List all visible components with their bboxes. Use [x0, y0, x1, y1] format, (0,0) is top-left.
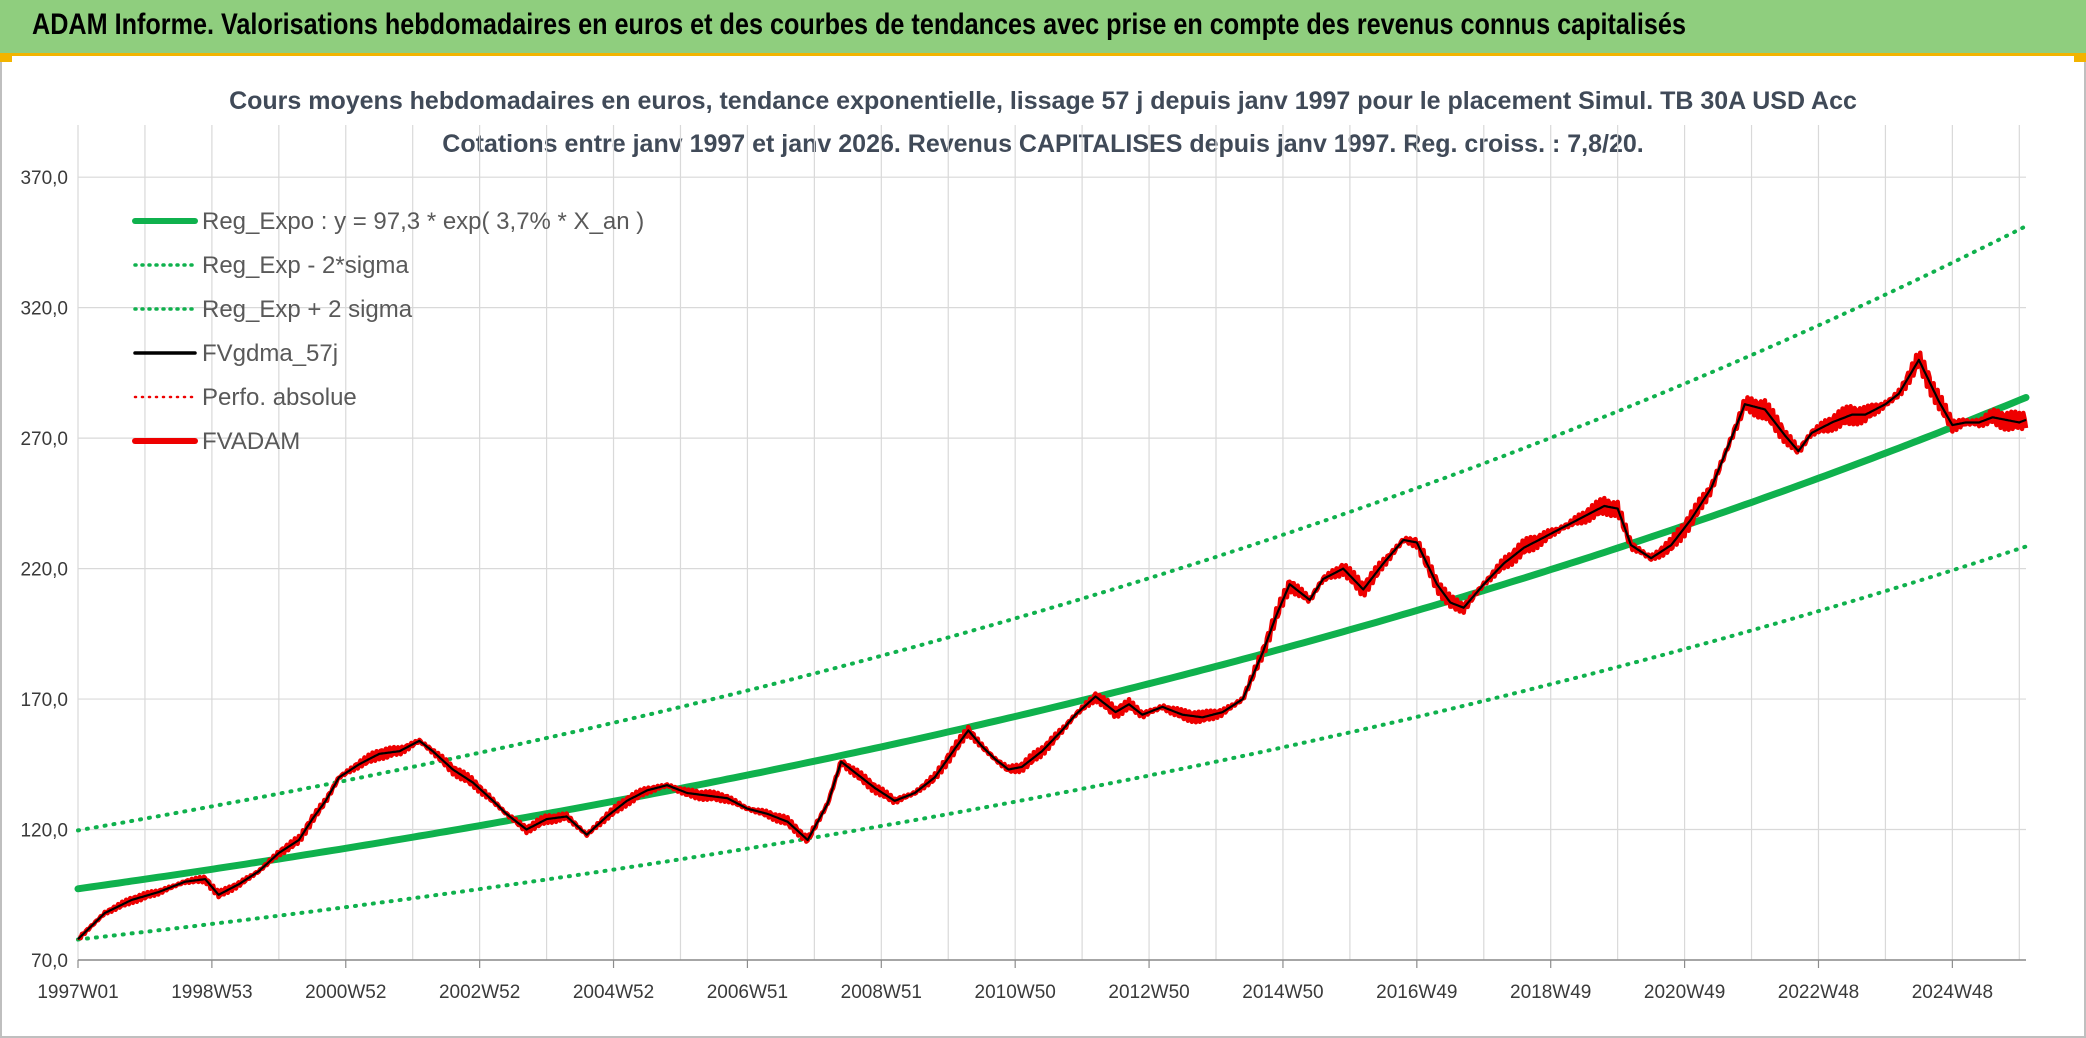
chart-title-line-1: Cours moyens hebdomadaires en euros, ten… — [229, 87, 1857, 115]
report-banner: ADAM Informe. Valorisations hebdomadaire… — [0, 0, 2086, 56]
chart-title-line-2: Cotations entre janv 1997 et janv 2026. … — [442, 130, 1643, 158]
x-tick-label: 2020W49 — [1644, 982, 1725, 1003]
x-tick-label: 1997W01 — [37, 982, 118, 1003]
legend-label-0: Reg_Expo : y = 97,3 * exp( 3,7% * X_an ) — [202, 208, 644, 235]
corner-accent-right — [2074, 56, 2086, 62]
corner-accent-left — [0, 56, 12, 62]
report-title: ADAM Informe. Valorisations hebdomadaire… — [32, 8, 1686, 41]
y-tick-label: 70,0 — [31, 951, 68, 972]
series-reg-plus-2sigma — [76, 224, 2028, 833]
legend-label-5: FVADAM — [202, 428, 300, 455]
x-tick-label: 2006W51 — [707, 982, 788, 1003]
legend-label-3: FVgdma_57j — [202, 340, 338, 367]
legend-label-4: Perfo. absolue — [202, 384, 357, 411]
x-tick-label: 2022W48 — [1778, 982, 1859, 1003]
y-tick-label: 170,0 — [20, 690, 68, 711]
x-tick-label: 2008W51 — [841, 982, 922, 1003]
x-tick-label: 2004W52 — [573, 982, 654, 1003]
series-reg-expo — [74, 394, 2030, 893]
y-tick-label: 320,0 — [20, 299, 68, 320]
x-tick-label: 2010W50 — [975, 982, 1056, 1003]
series-fvgdma-57j — [77, 358, 2027, 940]
x-tick-label: 2018W49 — [1510, 982, 1591, 1003]
series-fvadam — [77, 350, 2029, 941]
x-tick-label: 2000W52 — [305, 982, 386, 1003]
x-tick-label: 2016W49 — [1376, 982, 1457, 1003]
x-tick-label: 2024W48 — [1912, 982, 1993, 1003]
legend-label-2: Reg_Exp + 2 sigma — [202, 296, 413, 323]
legend-label-1: Reg_Exp - 2*sigma — [202, 252, 409, 279]
y-tick-label: 370,0 — [20, 168, 68, 189]
y-tick-label: 220,0 — [20, 560, 68, 581]
x-tick-label: 2014W50 — [1242, 982, 1323, 1003]
x-tick-label: 1998W53 — [171, 982, 252, 1003]
y-tick-label: 120,0 — [20, 821, 68, 842]
y-tick-label: 270,0 — [20, 429, 68, 450]
x-tick-label: 2002W52 — [439, 982, 520, 1003]
x-tick-label: 2012W50 — [1108, 982, 1189, 1003]
